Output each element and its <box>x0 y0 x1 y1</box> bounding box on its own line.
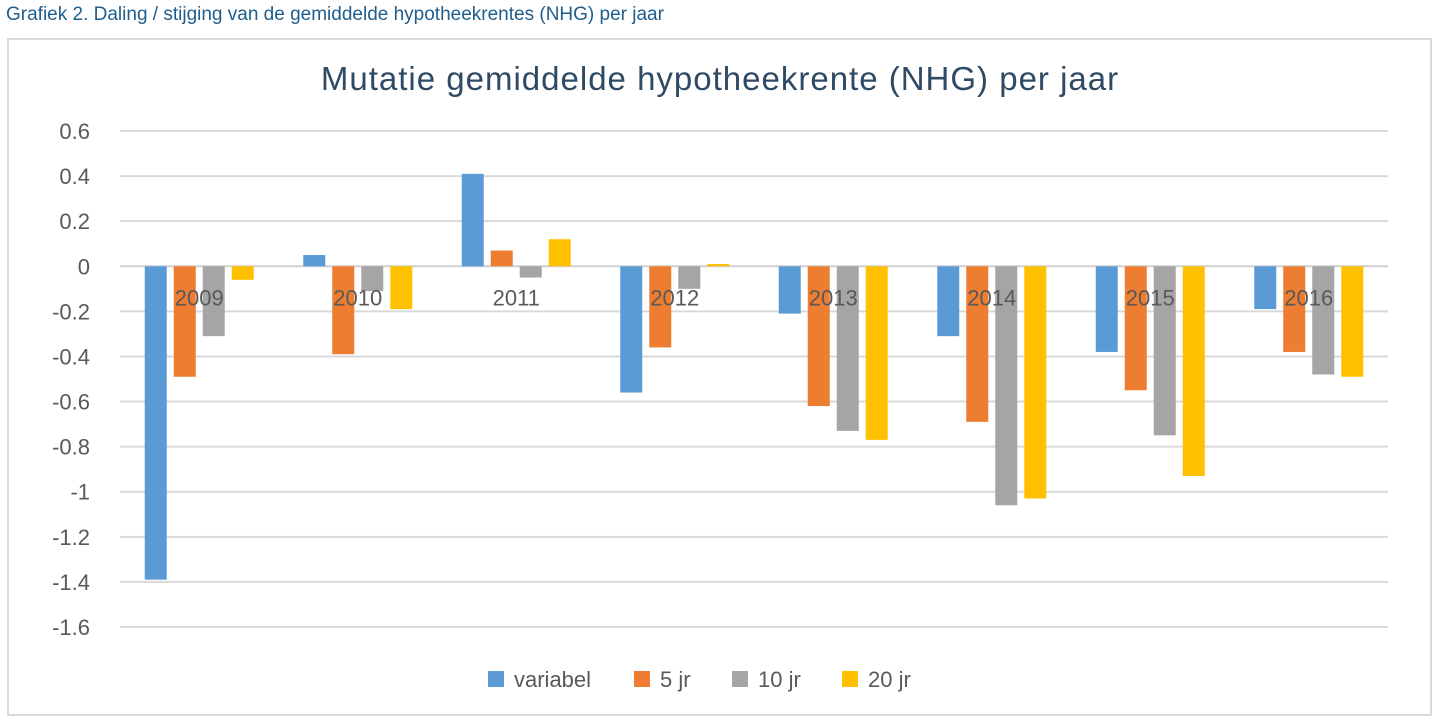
bar-2009-20jr <box>231 266 254 280</box>
legend-swatch <box>842 671 858 687</box>
x-axis-labels: 2009 2010 2011 2012 2013 2014 2015 2016 <box>175 285 1333 310</box>
bar-2013-10jr <box>836 266 859 431</box>
x-category-label: 2014 <box>967 285 1016 310</box>
bar-2015-variabel <box>1095 266 1118 352</box>
x-category-label: 2010 <box>333 285 382 310</box>
bar-2012-5jr <box>649 266 672 348</box>
x-category-label: 2012 <box>650 285 699 310</box>
bar-2016-10jr <box>1312 266 1335 375</box>
bar-2009-5jr <box>173 266 196 377</box>
legend-label: 20 jr <box>868 667 911 692</box>
x-category-label: 2011 <box>493 285 540 310</box>
bar-2014-5jr <box>966 266 989 422</box>
bar-2016-20jr <box>1341 266 1364 377</box>
y-tick-label: 0.4 <box>59 164 90 189</box>
y-tick-label: 0 <box>78 254 90 279</box>
bar-2010-5jr <box>332 266 355 355</box>
y-tick-label: -0.2 <box>52 299 90 324</box>
y-tick-label: -0.4 <box>52 344 90 369</box>
y-tick-label: -0.6 <box>52 390 90 415</box>
y-tick-label: 0.6 <box>59 119 90 144</box>
legend-label: variabel <box>514 667 591 692</box>
bar-2011-5jr <box>490 250 513 267</box>
chart-title: Mutatie gemiddelde hypotheekrente (NHG) … <box>321 60 1119 97</box>
y-tick-label: -1.6 <box>52 615 90 640</box>
bar-2013-20jr <box>865 266 888 440</box>
bar-2013-variabel <box>778 266 801 314</box>
bar-2012-variabel <box>620 266 643 393</box>
bar-2009-variabel <box>144 266 167 580</box>
legend-label: 5 jr <box>660 667 691 692</box>
y-axis: 0.6 0.4 0.2 0 -0.2 -0.4 -0.6 -0.8 -1 -1.2 -1.4 -1.6 <box>52 119 90 640</box>
bar-2012-10jr <box>678 266 701 289</box>
bar-2014-variabel <box>937 266 960 337</box>
gridlines <box>120 130 1388 628</box>
bar-2015-20jr <box>1182 266 1205 476</box>
bars <box>144 173 1364 580</box>
bar-2010-10jr <box>361 266 384 292</box>
y-tick-label: -1.4 <box>52 570 90 595</box>
legend-label: 10 jr <box>758 667 801 692</box>
y-tick-label: -1 <box>70 480 90 505</box>
x-category-label: 2013 <box>809 285 858 310</box>
bar-2016-variabel <box>1254 266 1277 310</box>
bar-2010-variabel <box>303 255 326 267</box>
x-category-label: 2015 <box>1126 285 1175 310</box>
bar-2009-10jr <box>202 266 225 337</box>
bar-2010-20jr <box>390 266 413 310</box>
bar-2012-20jr <box>707 264 730 267</box>
x-category-label: 2016 <box>1284 285 1333 310</box>
legend: variabel 5 jr 10 jr 20 jr <box>488 667 911 692</box>
bar-2014-10jr <box>995 266 1018 506</box>
bar-2015-10jr <box>1153 266 1176 436</box>
bar-2011-20jr <box>548 239 571 267</box>
bar-2011-variabel <box>461 173 484 267</box>
legend-swatch <box>732 671 748 687</box>
legend-swatch <box>634 671 650 687</box>
bar-2014-20jr <box>1024 266 1047 499</box>
bar-2015-5jr <box>1124 266 1147 391</box>
y-tick-label: -0.8 <box>52 435 90 460</box>
y-tick-label: 0.2 <box>59 209 90 234</box>
figure-caption: Grafiek 2. Daling / stijging van de gemi… <box>6 4 664 25</box>
y-tick-label: -1.2 <box>52 525 90 550</box>
bar-2013-5jr <box>807 266 830 407</box>
legend-swatch <box>488 671 504 687</box>
bar-2011-10jr <box>519 266 542 278</box>
bar-2016-5jr <box>1283 266 1306 352</box>
x-category-label: 2009 <box>175 285 224 310</box>
